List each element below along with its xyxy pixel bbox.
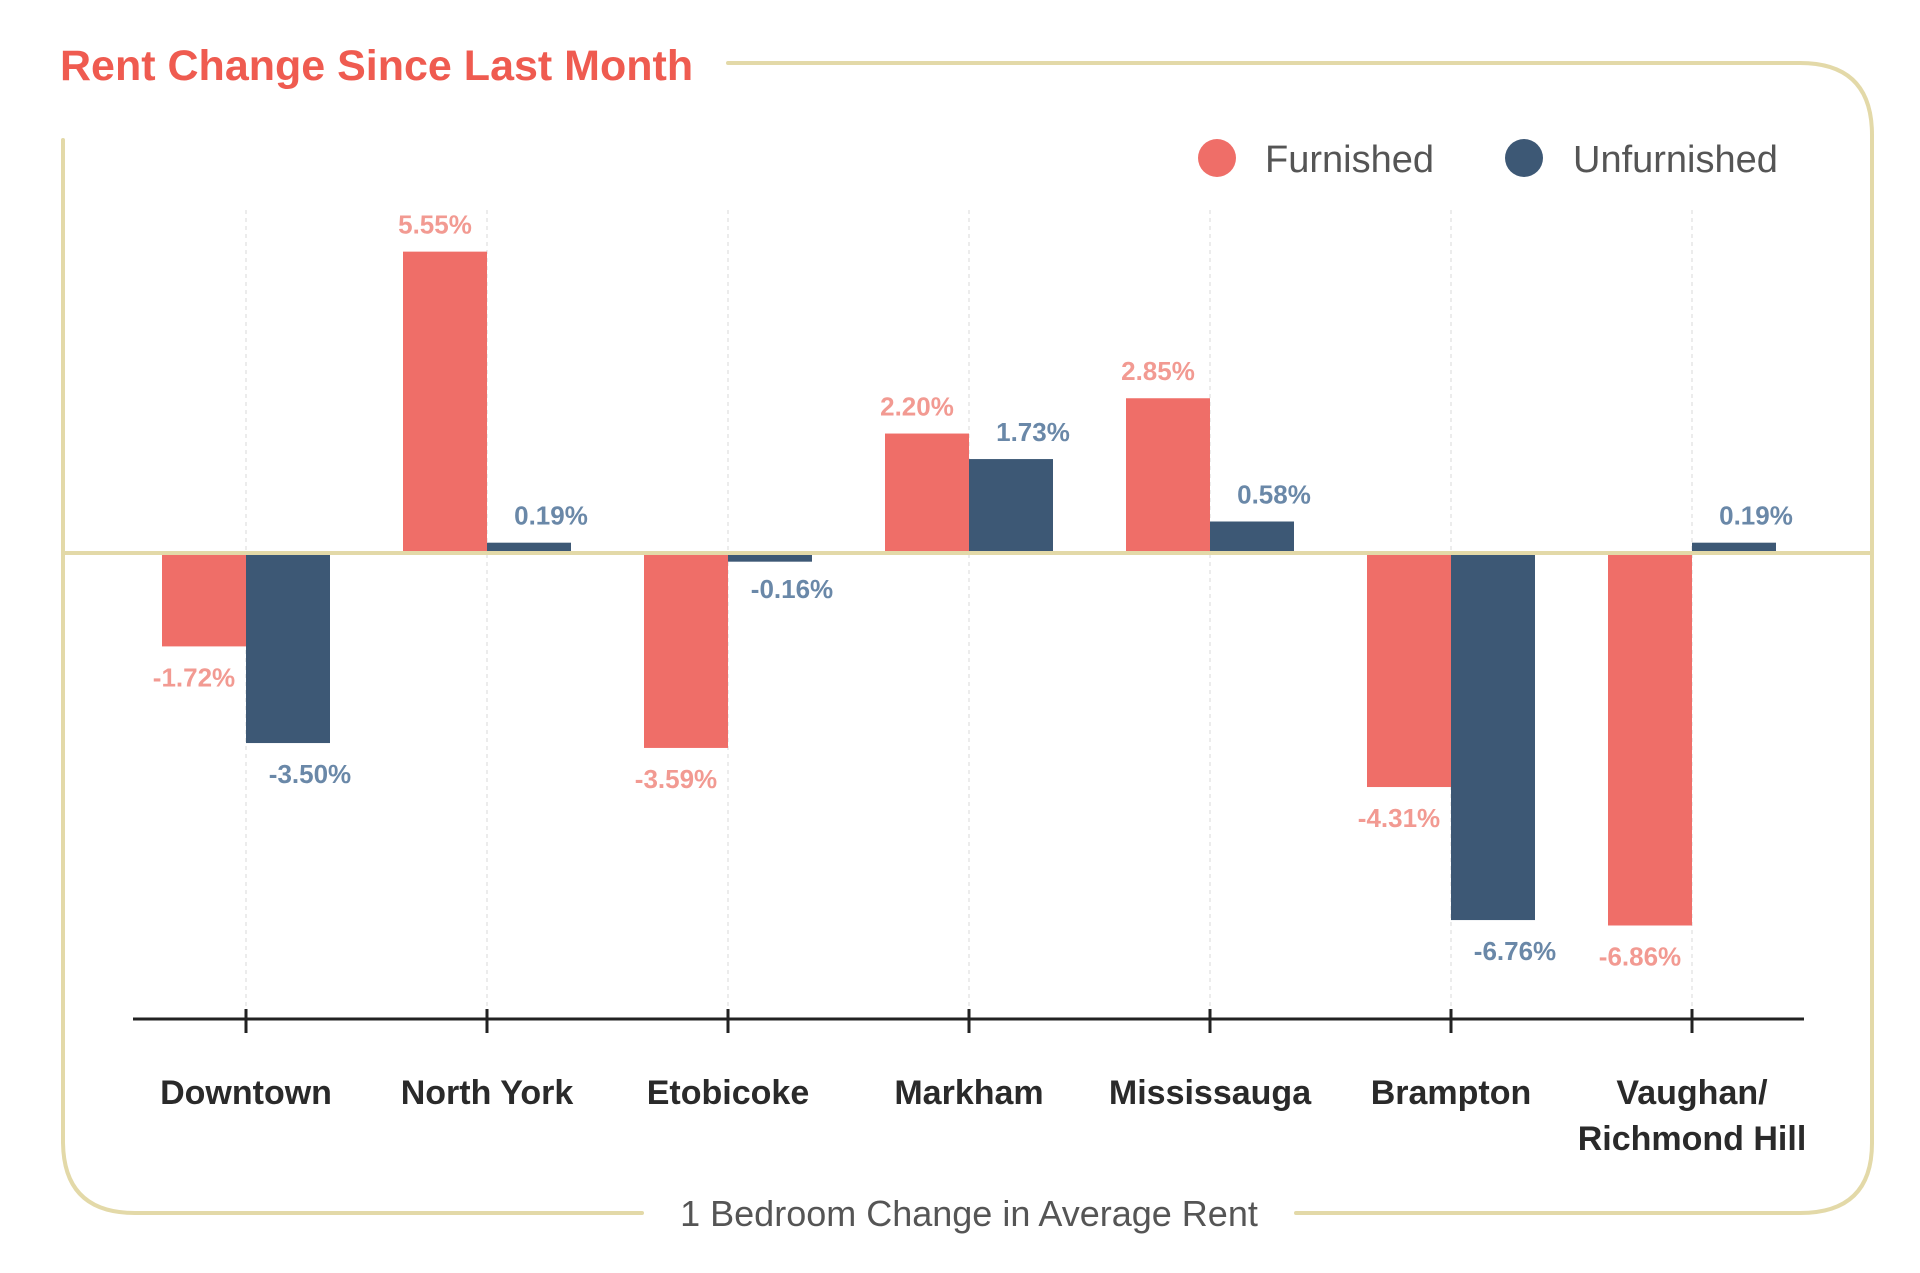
data-label-furnished: -6.86% <box>1599 941 1681 971</box>
data-label-unfurnished: -0.16% <box>751 574 833 604</box>
category-label: Markham <box>894 1074 1043 1112</box>
data-label-unfurnished: 0.19% <box>514 501 588 531</box>
data-label-furnished: 2.85% <box>1121 356 1195 386</box>
data-label-furnished: -1.72% <box>153 662 235 692</box>
bar-unfurnished <box>1451 553 1535 921</box>
data-label-unfurnished: -3.50% <box>269 759 351 789</box>
bar-unfurnished <box>728 553 812 562</box>
category-label: North York <box>401 1074 574 1112</box>
bar-unfurnished <box>1692 542 1776 553</box>
frame-bottom-left <box>61 138 644 1215</box>
data-label-unfurnished: -6.76% <box>1474 936 1556 966</box>
x-axis <box>133 1009 1804 1033</box>
legend-marker-furnished <box>1198 139 1236 177</box>
category-label: Etobicoke <box>647 1074 809 1112</box>
data-label-furnished: -3.59% <box>635 764 717 794</box>
data-label-unfurnished: 0.19% <box>1719 501 1793 531</box>
bar-unfurnished <box>969 459 1053 553</box>
data-label-unfurnished: 0.58% <box>1237 480 1311 510</box>
chart-title: Rent Change Since Last Month <box>60 42 693 90</box>
legend-label-furnished: Furnished <box>1265 139 1434 181</box>
data-labels: -1.72% -3.50% 5.55% 0.19% -3.59% -0.16% 2.20% 1… <box>153 210 1793 972</box>
bar-furnished <box>1367 553 1451 788</box>
legend-marker-unfurnished <box>1505 139 1543 177</box>
bar-unfurnished <box>487 542 571 553</box>
frame-top-right <box>726 61 1874 1145</box>
legend-label-unfurnished: Unfurnished <box>1573 139 1778 181</box>
category-label: Mississauga <box>1109 1074 1312 1112</box>
category-label: Vaughan/Richmond Hill <box>1578 1074 1807 1158</box>
data-label-unfurnished: 1.73% <box>996 417 1070 447</box>
data-label-furnished: 5.55% <box>398 210 472 240</box>
category-labels: Downtown North York Etobicoke Markham Missis… <box>160 1074 1806 1158</box>
legend: Furnished Unfurnished <box>1198 139 1778 181</box>
bar-furnished <box>1608 553 1692 926</box>
bar-furnished <box>1126 398 1210 553</box>
bar-furnished <box>644 553 728 748</box>
bar-unfurnished <box>246 553 330 744</box>
bar-furnished <box>162 553 246 647</box>
chart-subtitle: 1 Bedroom Change in Average Rent <box>680 1193 1258 1234</box>
bars <box>162 251 1776 926</box>
bar-unfurnished <box>1210 521 1294 553</box>
bar-furnished <box>403 251 487 553</box>
data-label-furnished: -4.31% <box>1358 803 1440 833</box>
category-label: Downtown <box>160 1074 332 1112</box>
chart-frame <box>61 61 1874 1215</box>
bar-furnished <box>885 433 969 553</box>
data-label-furnished: 2.20% <box>880 392 954 422</box>
frame-bottom-right <box>1294 1141 1874 1215</box>
category-label: Brampton <box>1371 1074 1532 1112</box>
